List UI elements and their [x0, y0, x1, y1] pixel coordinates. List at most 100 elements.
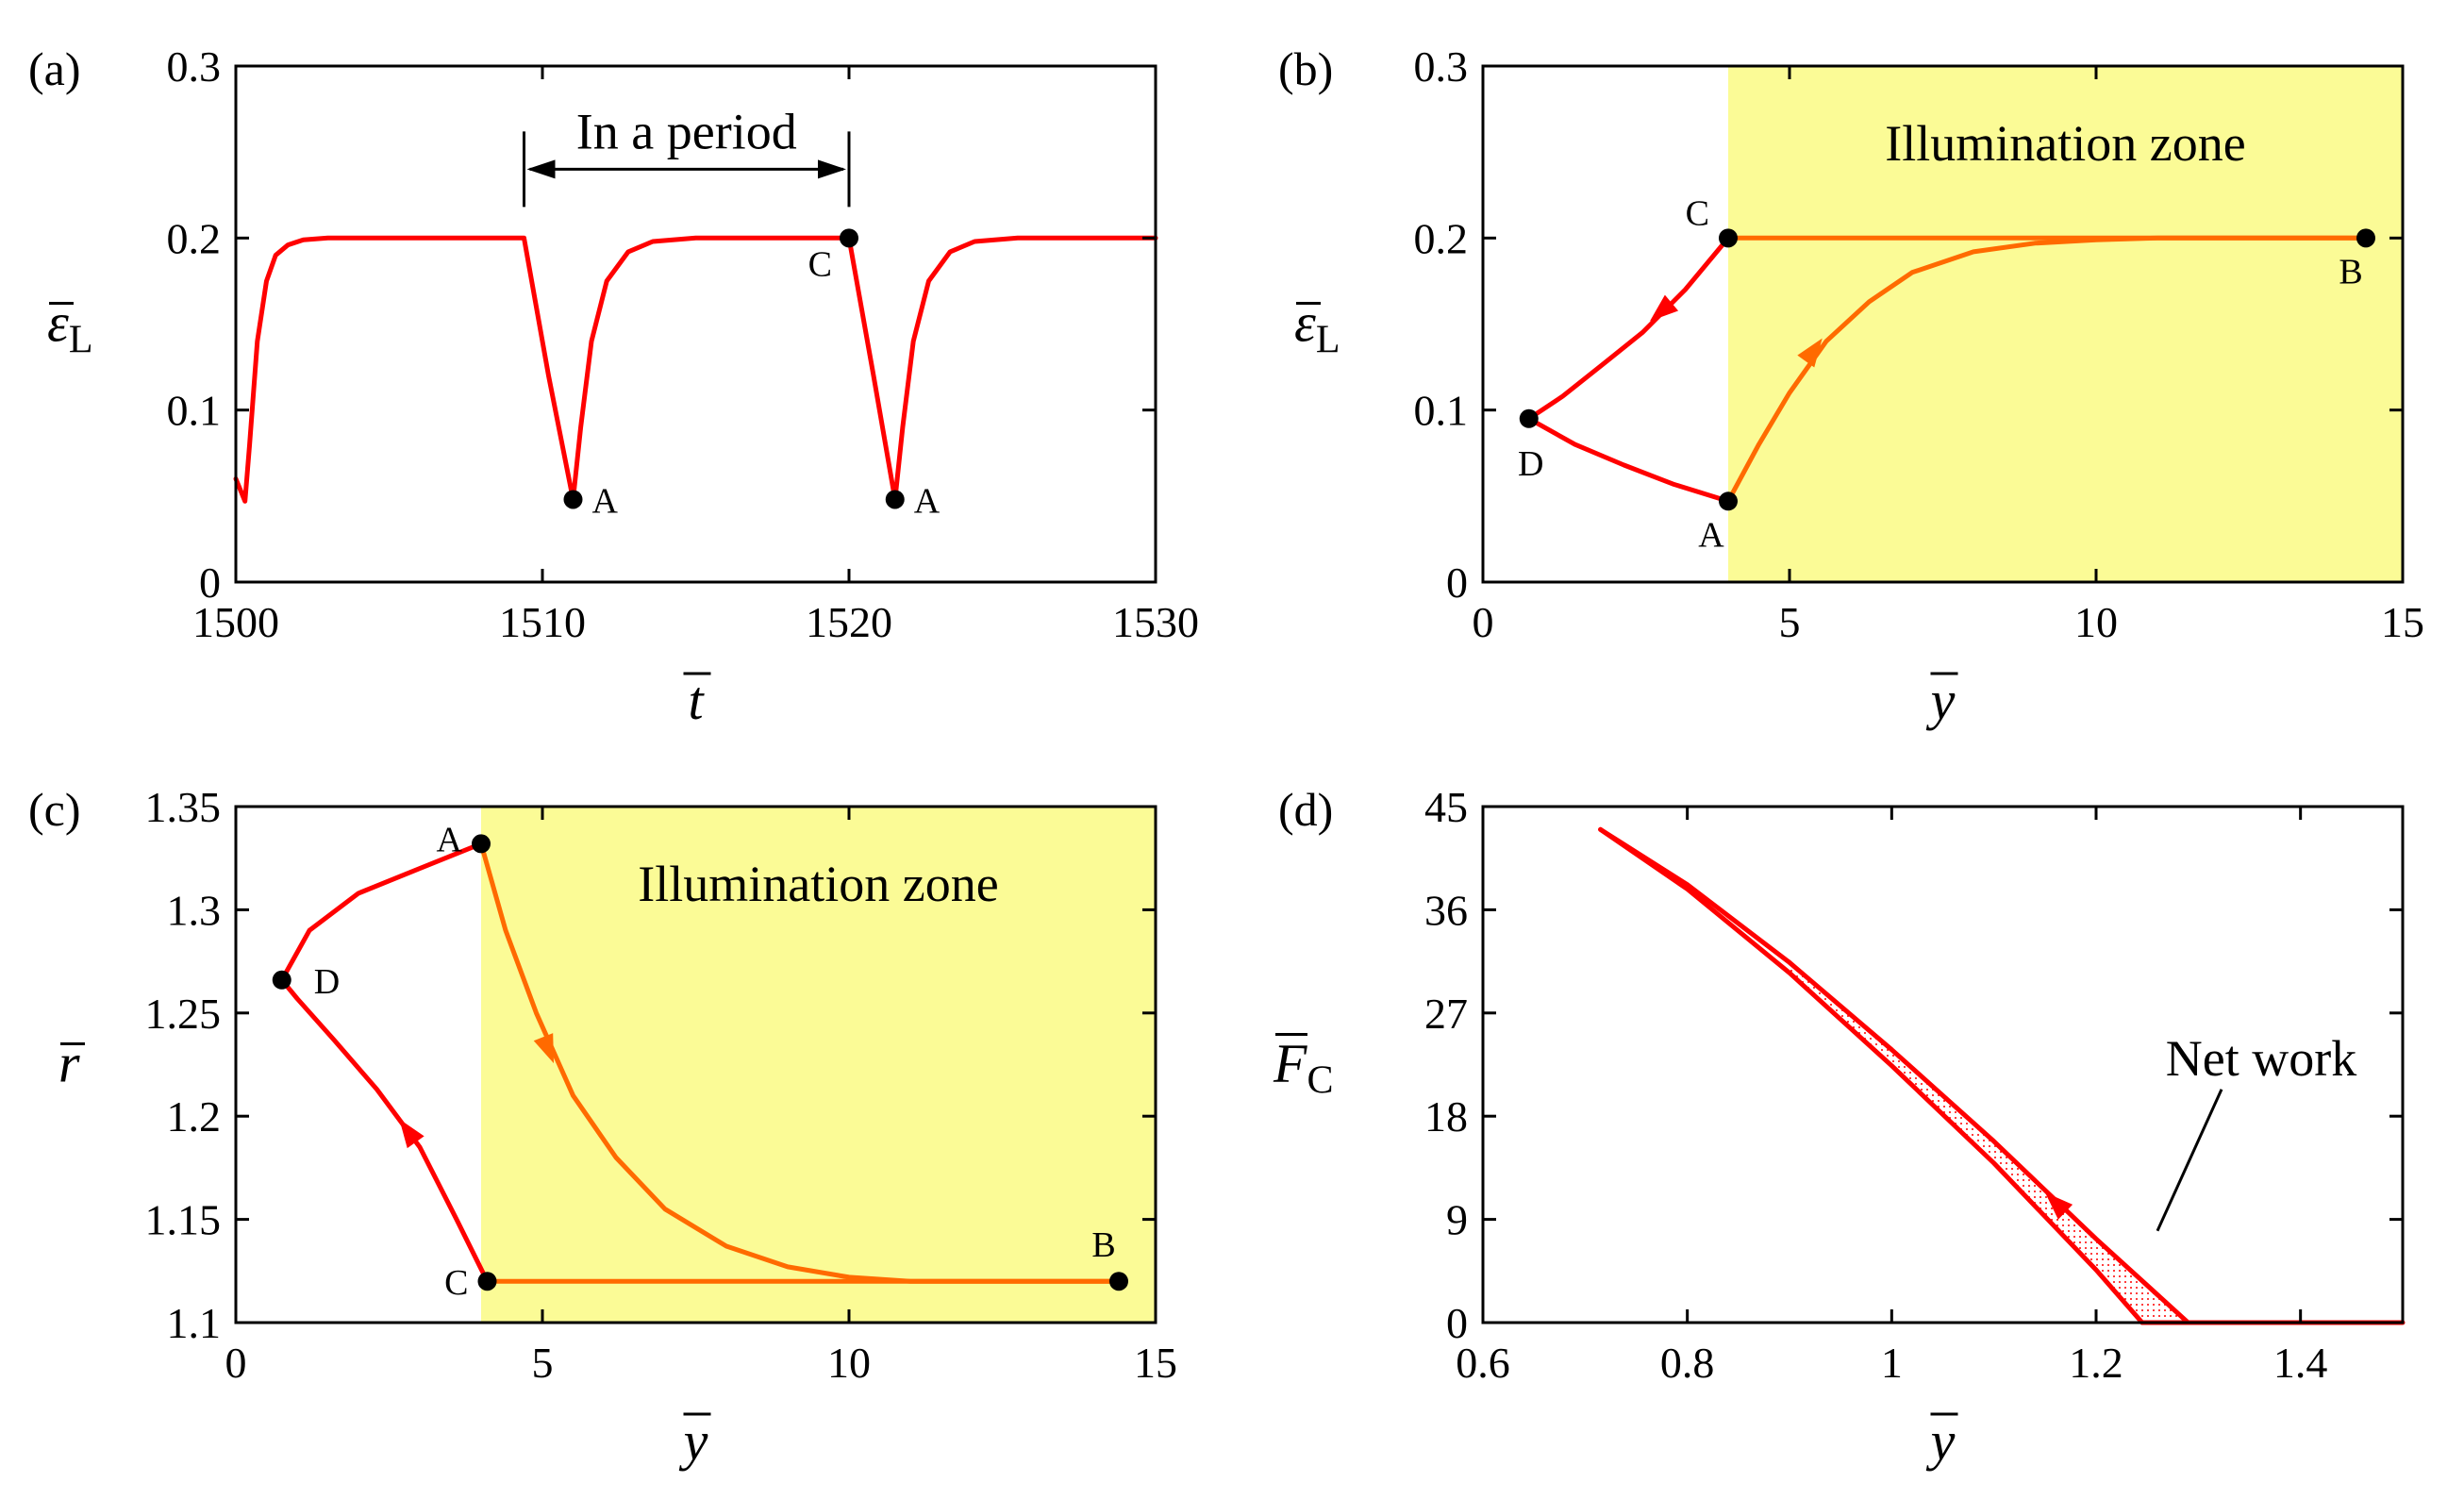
- direction-arrow: [1797, 338, 1823, 368]
- panel-d: 0.6 0.8 1 1.2 1.4 0 9 18 27 36 45 (d) y FC Net work: [1273, 783, 2406, 1472]
- point-label-c: C: [444, 1263, 468, 1303]
- point-b: [2356, 228, 2375, 248]
- direction-arrow: [2044, 1191, 2073, 1220]
- panel-label: (d): [1278, 783, 1333, 836]
- panel-label: (a): [28, 42, 81, 95]
- x-tick-label: 1520: [806, 598, 892, 646]
- point-d: [272, 970, 291, 990]
- direction-arrow: [1650, 294, 1679, 322]
- point-label-a: A: [1698, 515, 1724, 555]
- x-tick-label: 0: [225, 1339, 247, 1387]
- x-axis-label: y: [679, 1410, 708, 1472]
- x-axis-label: y: [1926, 1410, 1956, 1472]
- period-arrowhead-right: [818, 159, 846, 179]
- y-axis-label-main: ε: [1294, 292, 1316, 354]
- point-a: [1719, 491, 1738, 511]
- point-label-d: D: [314, 962, 340, 1002]
- y-tick-label: 0.3: [1414, 42, 1469, 91]
- x-tick-label: 1.2: [2069, 1339, 2123, 1387]
- point-label-d: D: [1518, 444, 1543, 484]
- y-tick-label: 1.25: [145, 990, 222, 1038]
- y-tick-label: 1.2: [167, 1092, 222, 1141]
- direction-arrow: [399, 1119, 425, 1149]
- plot-frame: [1481, 64, 2405, 584]
- x-tick-label: 15: [1134, 1339, 1177, 1387]
- x-tick-label: 1530: [1112, 598, 1199, 646]
- series-a-b-line: [478, 841, 1122, 1284]
- x-tick-label: 0: [1473, 598, 1494, 646]
- point-label-c: C: [1686, 193, 1709, 233]
- y-axis-label: εL: [1294, 292, 1340, 362]
- point-c: [477, 1272, 497, 1291]
- point-b: [1109, 1272, 1128, 1291]
- point-label-a: A: [592, 481, 619, 521]
- panel-label: (c): [28, 783, 81, 836]
- y-tick-label: 0: [199, 558, 221, 607]
- y-axis-label: εL: [47, 292, 93, 362]
- net-work-label: Net work: [2166, 1030, 2356, 1087]
- illumination-zone: [481, 807, 1156, 1323]
- y-tick-label: 0.1: [1414, 387, 1469, 435]
- point-a: [563, 490, 583, 509]
- y-axis-label-subscript: L: [69, 319, 93, 362]
- x-tick-label: 1500: [192, 598, 279, 646]
- x-axis-label: y: [1926, 670, 1956, 731]
- point-c: [1719, 228, 1738, 248]
- panel-label: (b): [1278, 42, 1333, 95]
- y-tick-label: 0.3: [167, 42, 222, 91]
- point-label-b: B: [1091, 1225, 1115, 1265]
- point-a: [885, 490, 905, 509]
- point-c: [840, 228, 858, 248]
- period-label: In a period: [576, 103, 797, 159]
- point-d: [1519, 408, 1539, 428]
- panel-a: 1500 1510 1520 1530 0 0.1 0.2 0.3 (a) t εL A C A In a …: [28, 42, 1199, 731]
- y-tick-label: 45: [1424, 783, 1468, 831]
- y-tick-label: 0.2: [167, 214, 222, 262]
- x-tick-label: 5: [1779, 598, 1801, 646]
- series-strain-line: [233, 235, 1158, 504]
- y-tick-label: 1.1: [167, 1299, 222, 1347]
- period-arrowhead-left: [526, 159, 556, 179]
- x-tick-label: 0.8: [1660, 1339, 1715, 1387]
- y-axis-label-main: r: [58, 1033, 80, 1094]
- x-tick-label: 10: [2074, 598, 2118, 646]
- series-lower-line: [1598, 826, 2145, 1325]
- x-tick-label: 5: [532, 1339, 554, 1387]
- x-tick-label: 10: [827, 1339, 871, 1387]
- y-tick-label: 0: [1446, 558, 1468, 607]
- series-d-a-line: [1526, 416, 1731, 504]
- y-axis-label-subscript: L: [1316, 319, 1340, 362]
- direction-arrow: [533, 1033, 555, 1064]
- y-tick-label: 27: [1424, 990, 1468, 1038]
- point-label-c: C: [808, 244, 832, 284]
- point-label-a: A: [437, 820, 463, 859]
- plot-frame: [234, 64, 1157, 584]
- y-tick-label: 9: [1446, 1196, 1468, 1244]
- point-a: [472, 834, 491, 854]
- x-tick-label: 0.6: [1456, 1339, 1510, 1387]
- y-tick-label: 0: [1446, 1299, 1468, 1347]
- series-d-a-line: [279, 841, 484, 983]
- y-axis-label-main: F: [1273, 1033, 1307, 1094]
- y-tick-label: 1.3: [167, 886, 222, 934]
- zone-label: Illumination zone: [1885, 115, 2245, 172]
- point-label-b: B: [2339, 252, 2362, 291]
- series-c-d-line: [1526, 235, 1731, 422]
- y-axis-label-subscript: C: [1307, 1059, 1333, 1103]
- y-tick-label: 0.1: [167, 387, 222, 435]
- series-upper-line: [1598, 826, 2190, 1325]
- plot-frame: [1481, 805, 2405, 1324]
- panel-b: Illumination zone 0 5 10 15 0 0.1 0.2 0.3 (b) y εL A…: [1278, 42, 2424, 731]
- zone-label: Illumination zone: [638, 856, 998, 912]
- x-tick-label: 15: [2381, 598, 2424, 646]
- y-axis-label: FC: [1273, 1033, 1333, 1103]
- y-tick-label: 18: [1424, 1092, 1468, 1141]
- plot-frame: [234, 805, 1157, 1324]
- y-tick-label: 36: [1424, 886, 1468, 934]
- y-tick-label: 1.35: [145, 783, 222, 831]
- net-work-pointer: [2156, 1089, 2223, 1232]
- series-c-d-line: [279, 977, 490, 1284]
- y-axis-label-main: ε: [47, 292, 69, 354]
- x-axis-label: t: [688, 670, 705, 731]
